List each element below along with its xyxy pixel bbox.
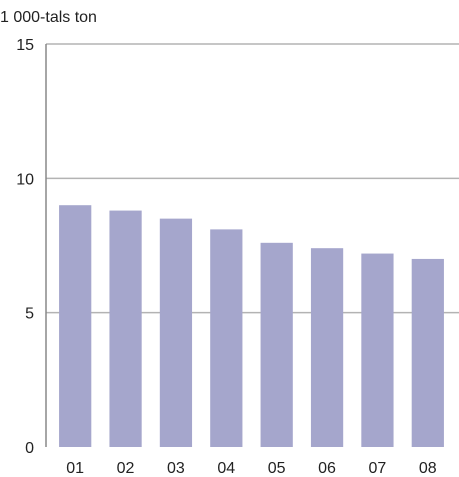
gridlines	[45, 43, 459, 447]
y-tick-label-5: 5	[25, 306, 34, 323]
x-tick-label-02: 02	[117, 460, 135, 477]
x-tick-label-06: 06	[318, 460, 336, 477]
x-tick-label-04: 04	[217, 460, 235, 477]
x-tick-label-05: 05	[268, 460, 286, 477]
bar-03	[159, 218, 193, 447]
y-axis-label: 1 000-tals ton	[0, 9, 97, 26]
y-tick-label-10: 10	[16, 171, 34, 188]
bar-04	[210, 229, 243, 447]
x-tick-label-01: 01	[66, 460, 84, 477]
x-tick-label-08: 08	[419, 460, 437, 477]
bar-08	[411, 258, 444, 447]
x-tick-label-03: 03	[167, 460, 185, 477]
y-tick-label-0: 0	[25, 440, 34, 457]
bar-07	[361, 253, 394, 447]
bar-01	[59, 205, 92, 447]
y-tick-labels: 0 5 10 15	[16, 37, 34, 457]
bars	[59, 205, 444, 447]
bar-05	[260, 242, 293, 447]
bar-06	[310, 248, 344, 447]
bar-02	[109, 210, 142, 447]
y-tick-label-15: 15	[16, 37, 34, 54]
x-tick-label-07: 07	[369, 460, 387, 477]
x-tick-labels: 01 02 03 04 05 06 07 08	[66, 460, 437, 477]
